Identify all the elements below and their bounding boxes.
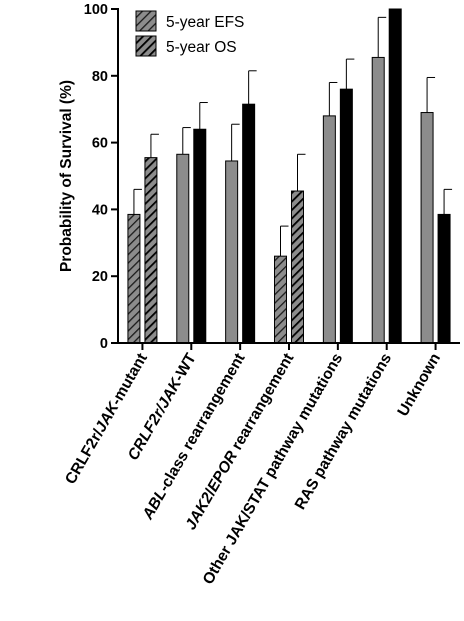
bar-os: [388, 8, 402, 344]
y-tick-label: 80: [92, 69, 108, 85]
category-label-part: -mutant: [108, 351, 151, 409]
x-axis-ticks: [141, 343, 437, 350]
bar-os: [144, 157, 158, 344]
y-tick-label: 100: [84, 2, 108, 18]
category-label: CRLF2r/JAK-mutant: [62, 351, 151, 488]
legend-swatch-os: [135, 35, 157, 57]
y-tick-label: 20: [92, 269, 108, 285]
bars: [127, 8, 451, 344]
bar-os: [437, 213, 451, 344]
category-label-part: CRLF2r/: [62, 426, 107, 487]
category-label-part: Unknown: [394, 351, 444, 420]
category-label-part: RAS pathway mutations: [292, 351, 395, 513]
bar-efs: [176, 153, 190, 344]
legend: 5-year EFS 5-year OS: [135, 10, 244, 57]
bar-os: [291, 190, 304, 344]
y-axis-label: Probability of Survival (%): [58, 80, 75, 272]
bar-os: [339, 88, 353, 344]
y-tick-label: 0: [100, 336, 108, 352]
y-tick-label: 40: [92, 202, 108, 218]
legend-label-os: 5-year OS: [166, 39, 237, 56]
category-label-part: CRLF2r/: [125, 401, 171, 463]
error-bars: [133, 16, 453, 257]
bar-efs: [225, 160, 239, 344]
bar-os: [193, 128, 207, 344]
category-label-part: -class rearrangement: [155, 351, 248, 495]
category-label: Unknown: [394, 351, 444, 420]
legend-swatch-efs: [135, 10, 157, 32]
legend-label-efs: 5-year EFS: [166, 14, 244, 31]
bar-efs: [127, 213, 141, 344]
category-label-part: -WT: [170, 350, 200, 384]
bar-os: [242, 103, 256, 344]
category-label: RAS pathway mutations: [292, 351, 395, 513]
bar-efs: [371, 56, 385, 344]
y-tick-label: 60: [92, 136, 108, 152]
category-labels: CRLF2r/JAK-mutantCRLF2r/JAK-WTABL-class …: [62, 350, 444, 587]
y-axis-ticks: 0 20 40 60 80 100: [84, 2, 118, 352]
bar-efs: [420, 112, 434, 344]
bar-efs: [274, 255, 287, 344]
bar-efs: [322, 115, 336, 344]
